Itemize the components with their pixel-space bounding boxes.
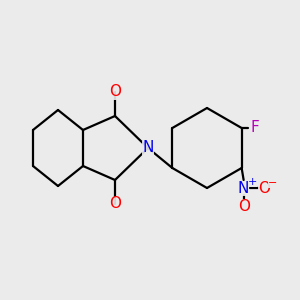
Text: F: F — [250, 121, 259, 136]
Text: +: + — [248, 177, 257, 187]
Text: O: O — [238, 199, 250, 214]
Text: O: O — [109, 85, 121, 100]
Text: O: O — [109, 196, 121, 211]
Text: −: − — [268, 178, 277, 188]
Text: N: N — [142, 140, 154, 155]
Text: O: O — [258, 181, 270, 196]
Text: N: N — [238, 181, 249, 196]
